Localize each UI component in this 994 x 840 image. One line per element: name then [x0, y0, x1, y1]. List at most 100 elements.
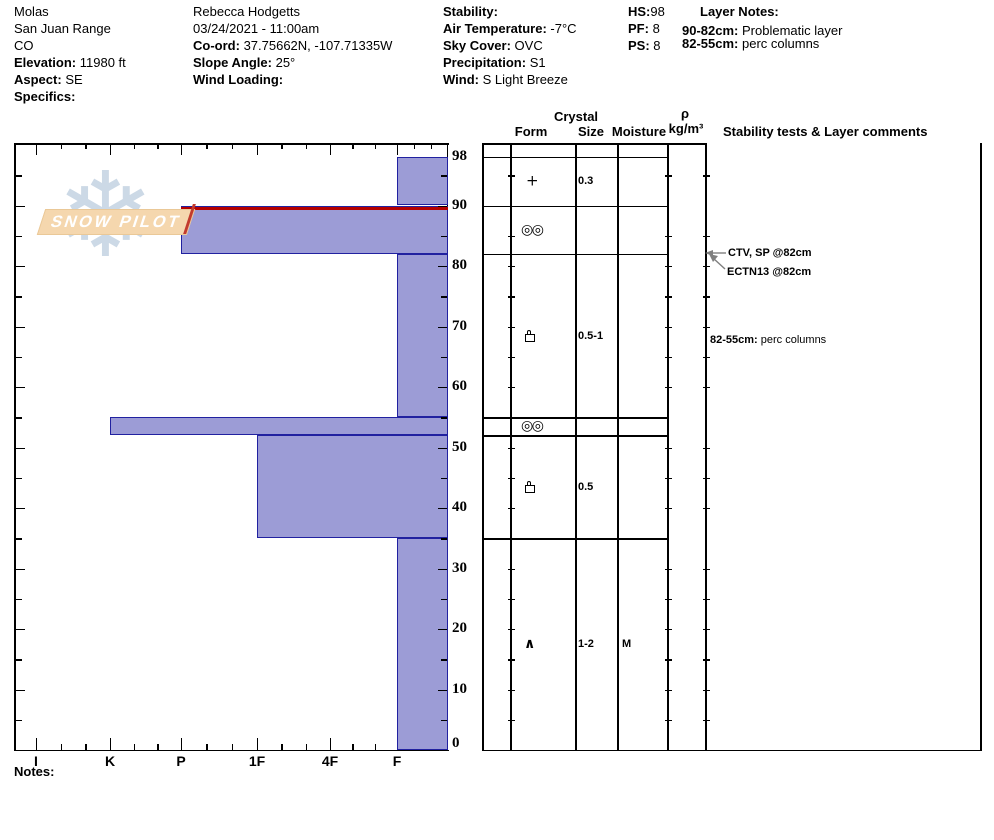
depth-tick: [437, 629, 447, 631]
hardness-tick: [36, 738, 38, 750]
wind-value: S Light Breeze: [482, 72, 568, 87]
depth-tick: [15, 175, 22, 177]
observer-info-block: Rebecca Hodgetts 03/24/2021 - 11:00am Co…: [193, 3, 392, 88]
table-depth-tick: [665, 235, 672, 238]
depth-tick: [437, 447, 447, 449]
site-range: San Juan Range: [14, 21, 111, 36]
depth-tick: [437, 266, 447, 268]
site-name: Molas: [14, 4, 49, 19]
hardness-label: 4F: [321, 753, 339, 769]
depth-tick: [15, 719, 22, 722]
layer-boundary-rule: [482, 205, 667, 207]
elevation-value: 11980 ft: [79, 55, 126, 70]
pf-label: PF:: [628, 21, 649, 36]
stability-test-2: ECTN13 @82cm: [727, 266, 812, 278]
slope-label: Slope Angle:: [193, 55, 272, 70]
layer-boundary-rule: [482, 253, 667, 256]
table-top-rule: [482, 143, 705, 145]
table-depth-tick: [703, 356, 710, 359]
sky-label: Sky Cover:: [443, 38, 511, 53]
conditions-block: Stability: Air Temperature: -7°C Sky Cov…: [443, 3, 577, 88]
depth-label: 80: [452, 257, 467, 274]
layer-bar: [397, 253, 448, 418]
hardness-tick: [36, 143, 38, 155]
table-depth-tick: [665, 175, 672, 177]
table-column-rule: [705, 143, 707, 750]
table-depth-tick: [665, 296, 672, 298]
plot-border-left: [14, 143, 16, 750]
grain-form-symbol-plus: +: [526, 171, 539, 190]
hardness-tick: [397, 143, 399, 155]
test-arrows-icon: [705, 250, 726, 270]
coord-label: Co-ord:: [193, 38, 240, 53]
layer-boundary-rule: [482, 417, 667, 419]
depth-tick: [440, 538, 447, 540]
layer-note-1-text: Problematic layer: [742, 23, 843, 38]
problem-layer-flag: [181, 207, 448, 210]
hardness-tick: [330, 738, 332, 750]
hardness-tick: [85, 143, 87, 149]
depth-tick: [15, 235, 22, 238]
table-depth-tick: [508, 598, 515, 601]
slope-value: 25°: [275, 55, 296, 70]
wind-loading-label: Wind Loading:: [193, 72, 284, 87]
hardness-tick: [305, 744, 307, 750]
hardness-tick: [414, 143, 416, 149]
depth-tick: [437, 568, 447, 570]
notes-label: Notes:: [14, 764, 54, 779]
layer-boundary-rule: [482, 157, 667, 159]
table-depth-tick: [703, 508, 710, 510]
pf-value: 8: [652, 21, 660, 36]
coordinates: Co-ord: 37.75662N, -107.71335W: [193, 37, 392, 54]
depth-label: 0: [452, 735, 460, 752]
depth-tick: [437, 689, 447, 691]
table-depth-tick: [703, 326, 710, 328]
table-depth-tick: [508, 447, 515, 449]
table-depth-tick: [665, 598, 672, 601]
table-column-rule: [482, 143, 484, 750]
hardness-tick: [352, 744, 354, 750]
depth-tick: [15, 266, 25, 268]
layer-bar: [397, 538, 448, 750]
table-depth-tick: [508, 659, 515, 661]
depth-label: 10: [452, 680, 467, 697]
grain-form-symbol-double-circle: ◎◎: [521, 418, 544, 435]
hardness-tick: [374, 143, 376, 149]
site-info-block: Molas San Juan Range CO Elevation: 11980…: [14, 3, 126, 105]
depth-tick: [15, 447, 25, 449]
table-depth-tick: [665, 629, 672, 631]
hardness-tick: [133, 744, 135, 750]
hardness-tick: [330, 143, 332, 155]
table-depth-tick: [665, 719, 672, 722]
table-depth-tick: [508, 296, 515, 298]
precip-label: Precipitation:: [443, 55, 527, 70]
layer-notes-title: Layer Notes:: [700, 3, 779, 20]
stability-label: Stability:: [443, 4, 498, 19]
table-depth-tick: [665, 447, 672, 449]
hardness-tick: [60, 143, 62, 149]
sky-value: OVC: [514, 38, 543, 53]
depth-label: 30: [452, 559, 467, 576]
elevation-label: Elevation:: [14, 55, 77, 70]
wind: Wind: S Light Breeze: [443, 71, 577, 88]
pf-row: PF: 8: [628, 20, 665, 37]
depth-tick: [15, 629, 25, 631]
grain-form-symbol-double-circle: ◎◎: [521, 221, 544, 238]
aspect-value: SE: [65, 72, 83, 87]
col-header-size: Size: [577, 124, 605, 139]
hardness-tick: [431, 143, 433, 149]
snow-height: HS:98: [628, 3, 665, 20]
depth-label: 90: [452, 196, 467, 213]
hardness-label: F: [392, 753, 402, 769]
depth-tick: [15, 387, 25, 389]
table-depth-tick: [703, 387, 710, 389]
hardness-tick: [110, 738, 112, 750]
col-header-comments: Stability tests & Layer comments: [723, 124, 928, 139]
table-column-rule: [980, 143, 982, 750]
col-header-density-units: kg/m³: [668, 121, 704, 136]
layer-comment-range: 82-55cm:: [710, 334, 758, 346]
depth-label: 98: [452, 148, 467, 165]
table-column-rule: [617, 143, 619, 750]
table-depth-tick: [703, 719, 710, 722]
layer-note-1-range: 90-82cm:: [682, 23, 739, 38]
